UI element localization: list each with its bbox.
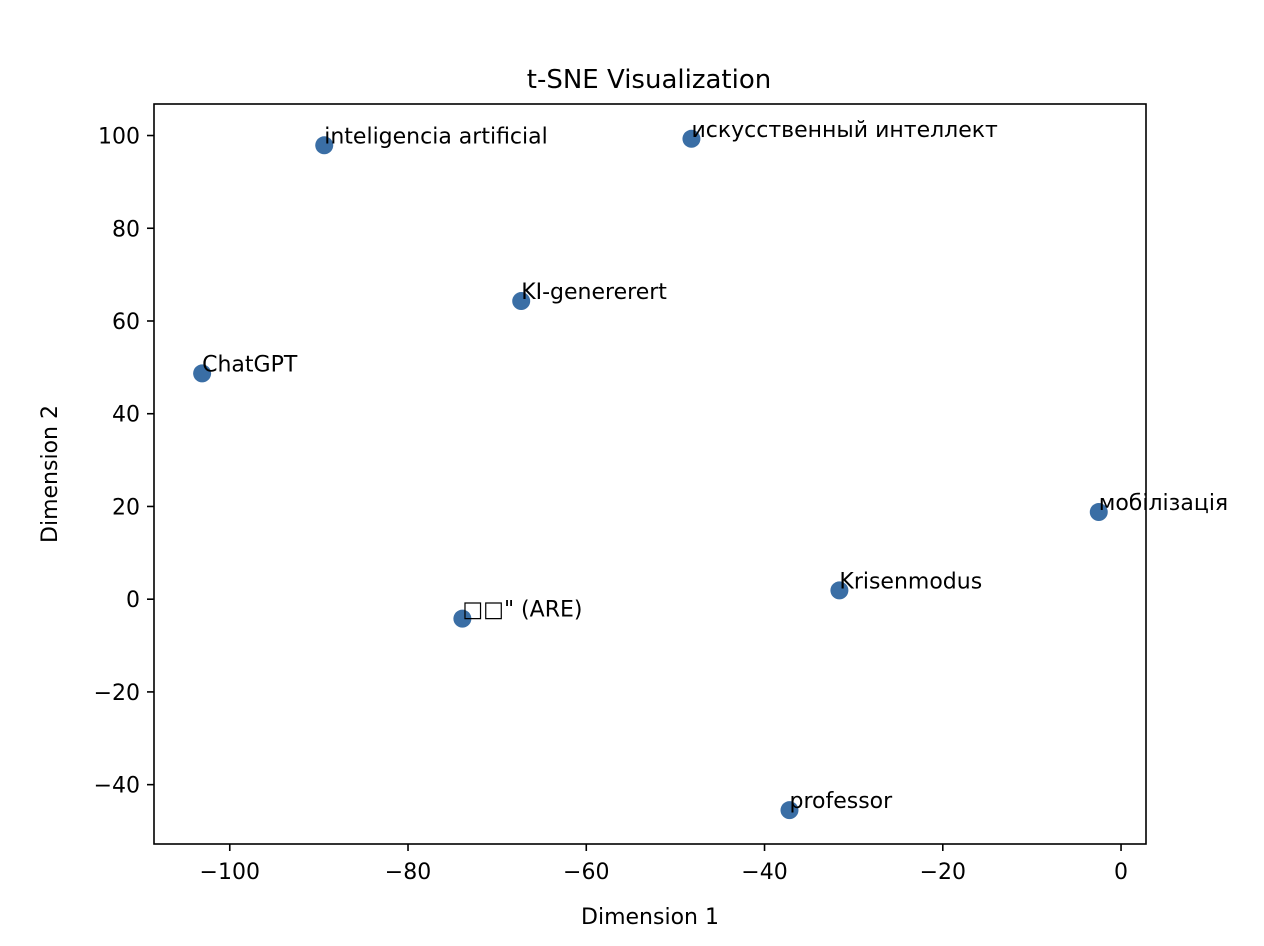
x-axis: −100 −80 −60 −40 −20 0: [200, 844, 1128, 885]
scatter-point: [1089, 503, 1108, 522]
scatter-point: [453, 609, 472, 628]
y-tick-label: 100: [98, 125, 140, 150]
y-tick-label: 40: [112, 403, 140, 428]
x-axis-title: Dimension 1: [581, 905, 719, 930]
x-tick-label: −100: [200, 860, 260, 885]
scatter-point: [512, 292, 531, 311]
point-label: inteligencia artificial: [324, 124, 548, 149]
point-label: KI-genererert: [521, 280, 667, 305]
x-tick-label: −60: [563, 860, 609, 885]
data-points: inteligencia artificial искусственный инт…: [193, 118, 1228, 820]
point-label: мобілізація: [1099, 491, 1228, 516]
point-label: professor: [789, 789, 893, 814]
point-label: искусственный интеллект: [691, 118, 998, 143]
y-tick-label: 60: [112, 310, 140, 335]
point-label: ChatGPT: [202, 352, 298, 377]
y-axis: −40 −20 0 20 40 60 80 100: [94, 125, 154, 799]
scatter-point: [682, 129, 701, 148]
point-label: Krisenmodus: [839, 569, 982, 594]
y-tick-label: −40: [94, 774, 140, 799]
scatter-point: [315, 136, 334, 155]
x-tick-label: 0: [1114, 860, 1128, 885]
point-label: □□" (ARE): [462, 598, 582, 623]
scatter-point: [193, 364, 212, 383]
y-tick-label: −20: [94, 681, 140, 706]
y-tick-label: 80: [112, 217, 140, 242]
x-tick-label: −20: [920, 860, 966, 885]
x-tick-label: −40: [741, 860, 787, 885]
chart-title: t-SNE Visualization: [527, 65, 771, 95]
y-tick-label: 0: [126, 588, 140, 613]
y-axis-title: Dimension 2: [38, 405, 63, 543]
scatter-point: [830, 581, 849, 600]
x-tick-label: −80: [385, 860, 431, 885]
y-tick-label: 20: [112, 495, 140, 520]
scatter-point: [780, 801, 799, 820]
plot-area: [153, 103, 1147, 845]
